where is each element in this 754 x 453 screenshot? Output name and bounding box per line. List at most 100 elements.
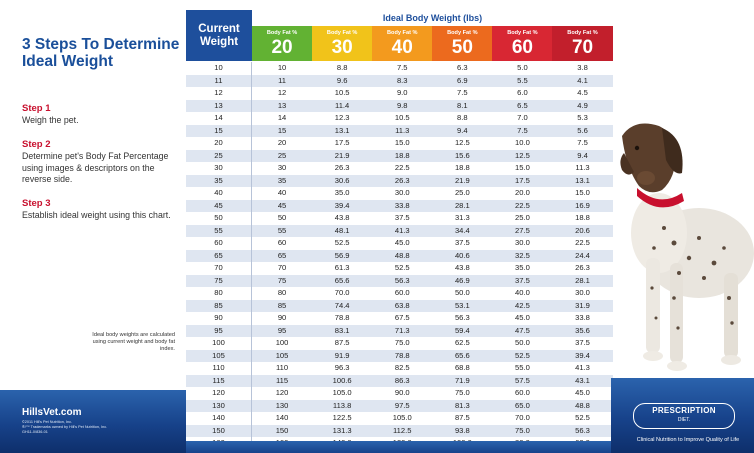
ideal-weight-cell: 45.0 [515, 313, 530, 323]
ideal-weight-cell: 60.0 [515, 388, 530, 398]
trademark-line: ®/™ Trademarks owned by Hill's Pet Nutri… [22, 425, 108, 429]
table-row: 85 85 74.4 63.8 53.1 42.5 31.9 [186, 299, 613, 313]
ideal-weight-cell: 7.5 [492, 124, 553, 138]
ideal-weight-cell: 20.6 [552, 224, 613, 238]
body-fat-header-40: Body Fat % 40 [372, 26, 433, 61]
body-fat-header-50: Body Fat % 50 [432, 26, 493, 61]
ideal-weight-cell: 50 [277, 213, 287, 223]
ideal-weight-cell: 59.4 [432, 324, 493, 338]
ideal-weight-cell: 25 [252, 149, 313, 163]
table-row: 115 115 100.6 86.3 71.9 57.5 43.1 [186, 374, 613, 388]
table-row: 60 60 52.5 45.0 37.5 30.0 22.5 [186, 237, 613, 250]
ideal-weight-cell: 28.1 [432, 199, 493, 213]
copyright-line: ©2011 Hill's Pet Nutrition, Inc. [22, 420, 73, 424]
current-weight-cell: 130 [186, 399, 252, 413]
ideal-weight-cell: 18.8 [372, 149, 433, 163]
current-weight-cell: 65 [186, 249, 252, 263]
ideal-weight-cell: 67.5 [394, 313, 410, 323]
ideal-weight-cell: 9.6 [312, 74, 373, 88]
ideal-weight-cell: 8.3 [372, 74, 433, 88]
table-row: 13 13 11.4 9.8 8.1 6.5 4.9 [186, 99, 613, 113]
ideal-weight-cell: 56.3 [454, 313, 470, 323]
ideal-weight-cell: 33.8 [372, 199, 433, 213]
ideal-weight-cell: 78.8 [372, 349, 433, 363]
ideal-weight-cell: 20.0 [515, 188, 530, 198]
ideal-weight-cell: 13 [252, 99, 313, 113]
current-weight-cell: 13 [186, 99, 252, 113]
ideal-weight-cell: 96.3 [334, 363, 350, 373]
current-weight-header: Current Weight [186, 10, 252, 61]
ideal-weight-cell: 30.6 [312, 174, 373, 188]
table-row: 11 11 9.6 8.3 6.9 5.5 4.1 [186, 74, 613, 88]
ideal-weight-cell: 70 [277, 263, 287, 273]
ideal-weight-cell: 57.5 [492, 374, 553, 388]
ideal-weight-cell: 75.0 [394, 338, 410, 348]
ideal-weight-cell: 35.0 [334, 188, 350, 198]
table-row: 12 12 10.5 9.0 7.5 6.0 4.5 [186, 87, 613, 100]
ideal-weight-cell: 14 [277, 113, 287, 123]
footer-band-center [186, 441, 611, 453]
ideal-weight-cell: 15.0 [515, 163, 530, 173]
ideal-weight-cell: 80 [277, 288, 287, 298]
ideal-weight-cell: 65.6 [432, 349, 493, 363]
current-weight-cell: 14 [186, 112, 252, 125]
page-title: 3 Steps To Determine Ideal Weight [22, 36, 180, 70]
table-row: 35 35 30.6 26.3 21.9 17.5 13.1 [186, 174, 613, 188]
ideal-weight-cell: 22.5 [492, 199, 553, 213]
ideal-weight-cell: 75.0 [454, 388, 470, 398]
table-row: 20 20 17.5 15.0 12.5 10.0 7.5 [186, 137, 613, 150]
ideal-weight-cell: 22.5 [575, 238, 590, 248]
ideal-weight-cell: 62.5 [454, 338, 470, 348]
table-row: 10 10 8.8 7.5 6.3 5.0 3.8 [186, 62, 613, 75]
current-weight-cell: 75 [186, 274, 252, 288]
ideal-weight-cell: 4.9 [552, 99, 613, 113]
footer-band-right [611, 378, 754, 453]
ideal-weight-cell: 12 [277, 88, 287, 98]
current-weight-cell: 70 [186, 262, 252, 275]
ideal-weight-cell: 47.5 [492, 324, 553, 338]
ideal-weight-cell: 20 [277, 138, 287, 148]
body-fat-label: Body Fat % [326, 30, 358, 36]
ideal-weight-cell: 112.5 [372, 424, 433, 438]
current-weight-cell: 85 [186, 299, 252, 313]
ideal-weight-cell: 71.3 [372, 324, 433, 338]
body-fat-label: Body Fat % [507, 30, 538, 36]
ideal-weight-cell: 43.8 [454, 263, 470, 273]
ideal-weight-cell: 7.0 [517, 113, 528, 123]
ideal-weight-cell: 70.0 [515, 413, 530, 423]
step-3-heading: Step 3 [22, 198, 51, 209]
ideal-weight-cell: 105.0 [392, 413, 412, 423]
ideal-weight-cell: 35.0 [515, 263, 530, 273]
ideal-weight-cell: 31.9 [552, 299, 613, 313]
step-3-text: Establish ideal weight using this chart. [22, 210, 171, 220]
ideal-weight-cell: 15 [252, 124, 313, 138]
ideal-weight-cell: 87.5 [334, 338, 350, 348]
ideal-weight-cell: 30 [277, 163, 287, 173]
ideal-weight-cell: 53.1 [432, 299, 493, 313]
ideal-weight-cell: 10.0 [515, 138, 530, 148]
current-weight-cell: 95 [186, 324, 252, 338]
ideal-weight-cell: 43.8 [334, 213, 350, 223]
body-fat-value: 40 [391, 37, 413, 58]
website-link[interactable]: HillsVet.com [22, 407, 82, 418]
ideal-weight-cell: 12.5 [454, 138, 470, 148]
ideal-weight-cell: 9.8 [372, 99, 433, 113]
ideal-weight-cell: 25.0 [454, 188, 470, 198]
ideal-weight-cell: 130 [252, 399, 313, 413]
calculation-note: Ideal body weights are calculated using … [92, 332, 175, 353]
ideal-weight-cell: 42.5 [492, 299, 553, 313]
current-weight-cell: 40 [186, 187, 252, 200]
ideal-weight-cell: 45 [252, 199, 313, 213]
ideal-weight-cell: 43.1 [552, 374, 613, 388]
current-weight-cell: 80 [186, 287, 252, 300]
ideal-weight-cell: 13.1 [552, 174, 613, 188]
ideal-weight-cell: 46.9 [432, 274, 493, 288]
body-fat-value: 20 [271, 37, 293, 58]
ideal-weight-cell: 6.9 [432, 74, 493, 88]
ideal-weight-cell: 37.5 [454, 238, 470, 248]
current-weight-cell: 12 [186, 87, 252, 100]
table-row: 75 75 65.6 56.3 46.9 37.5 28.1 [186, 274, 613, 288]
ideal-weight-cell: 4.1 [552, 74, 613, 88]
step-1-heading: Step 1 [22, 103, 51, 114]
ideal-weight-cell: 75.0 [492, 424, 553, 438]
